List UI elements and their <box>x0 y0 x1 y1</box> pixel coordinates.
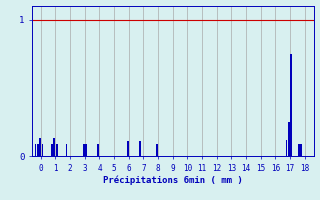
Bar <box>37 144 39 156</box>
X-axis label: Précipitations 6min ( mm ): Précipitations 6min ( mm ) <box>103 175 243 185</box>
Bar <box>56 144 58 156</box>
Bar <box>42 144 44 156</box>
Bar <box>127 141 129 156</box>
Bar <box>35 144 36 156</box>
Bar <box>53 138 55 156</box>
Bar <box>66 144 68 156</box>
Bar <box>97 144 99 156</box>
Bar <box>288 122 290 156</box>
Bar <box>298 144 300 156</box>
Bar <box>286 140 287 156</box>
Bar <box>300 144 302 156</box>
Bar <box>83 144 84 156</box>
Bar <box>291 54 292 156</box>
Bar <box>139 141 141 156</box>
Bar <box>156 144 158 156</box>
Bar <box>39 138 41 156</box>
Bar <box>85 144 87 156</box>
Bar <box>51 144 53 156</box>
